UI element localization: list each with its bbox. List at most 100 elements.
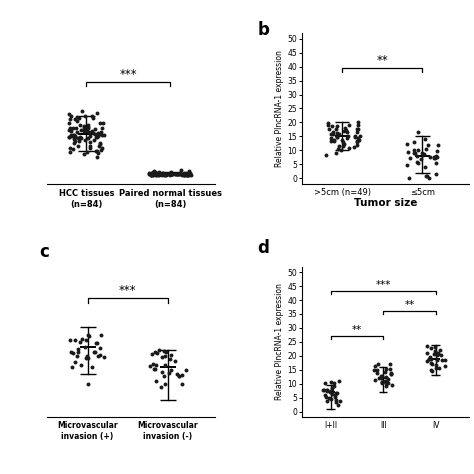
Point (65, 119, 73, 127)
Point (173, 170, 181, 178)
Point (149, 170, 157, 178)
Point (339, 138, 346, 146)
Point (421, 163, 429, 171)
Point (65, 126, 73, 134)
Point (96, 139, 103, 146)
Point (152, 171, 160, 178)
Point (85, 333, 93, 340)
Point (147, 171, 155, 179)
Point (324, 119, 331, 127)
Point (167, 171, 174, 178)
Point (334, 133, 341, 140)
Point (79, 336, 86, 343)
Point (66, 133, 73, 140)
Point (85, 128, 93, 136)
Point (152, 170, 160, 177)
Point (188, 171, 195, 179)
Point (82, 136, 89, 144)
Point (410, 138, 418, 146)
Point (322, 393, 329, 401)
Point (147, 170, 155, 178)
Point (97, 128, 105, 136)
Point (94, 149, 102, 156)
Point (166, 169, 174, 177)
Point (150, 169, 157, 176)
Point (167, 366, 174, 374)
Point (321, 379, 328, 387)
Point (411, 150, 419, 157)
Point (344, 133, 352, 140)
Point (378, 380, 386, 387)
Point (89, 115, 96, 122)
Point (338, 137, 346, 144)
Point (371, 366, 378, 374)
Point (150, 167, 157, 174)
Point (432, 361, 440, 369)
Point (434, 141, 442, 149)
Point (97, 351, 104, 359)
Point (323, 386, 331, 393)
Point (410, 146, 418, 154)
Point (167, 351, 174, 359)
Point (173, 370, 181, 378)
Point (160, 372, 167, 380)
Point (86, 138, 94, 146)
Point (65, 134, 73, 141)
Point (74, 345, 82, 352)
Point (179, 171, 186, 178)
Point (375, 374, 383, 382)
Point (161, 170, 169, 178)
Point (331, 392, 338, 399)
Point (66, 124, 73, 132)
Text: **: ** (352, 325, 362, 335)
Point (178, 371, 185, 379)
Point (154, 171, 162, 179)
Point (151, 168, 158, 176)
Point (69, 349, 76, 356)
Point (162, 171, 170, 178)
Point (149, 168, 156, 175)
Point (186, 170, 193, 178)
Point (355, 136, 363, 144)
Point (73, 128, 81, 136)
Point (434, 349, 442, 357)
Point (160, 171, 168, 179)
Point (423, 357, 430, 365)
Point (76, 338, 84, 346)
Point (433, 356, 441, 364)
Point (67, 113, 75, 120)
Point (92, 339, 100, 346)
Point (71, 134, 79, 141)
Point (93, 153, 101, 161)
Point (435, 350, 442, 357)
Point (428, 360, 436, 367)
Point (87, 132, 94, 140)
Point (83, 148, 91, 155)
Point (437, 351, 445, 359)
Point (82, 337, 90, 344)
Point (374, 370, 381, 377)
Point (422, 145, 429, 152)
Point (178, 171, 186, 178)
Point (378, 372, 385, 380)
Point (166, 369, 173, 377)
Point (77, 133, 84, 140)
Point (157, 383, 164, 391)
Point (334, 145, 342, 153)
Point (330, 382, 338, 390)
Point (153, 349, 160, 356)
Point (147, 171, 155, 178)
Point (68, 363, 76, 370)
Point (150, 365, 158, 373)
Point (431, 347, 438, 355)
Point (320, 386, 328, 394)
Point (152, 348, 159, 356)
Y-axis label: Relative PlncRNA-1 expression: Relative PlncRNA-1 expression (275, 50, 284, 167)
Point (160, 347, 168, 355)
Point (425, 174, 433, 182)
Point (154, 169, 162, 177)
Text: **: ** (376, 54, 388, 67)
Point (421, 136, 429, 143)
Point (86, 144, 93, 152)
Point (159, 170, 166, 178)
